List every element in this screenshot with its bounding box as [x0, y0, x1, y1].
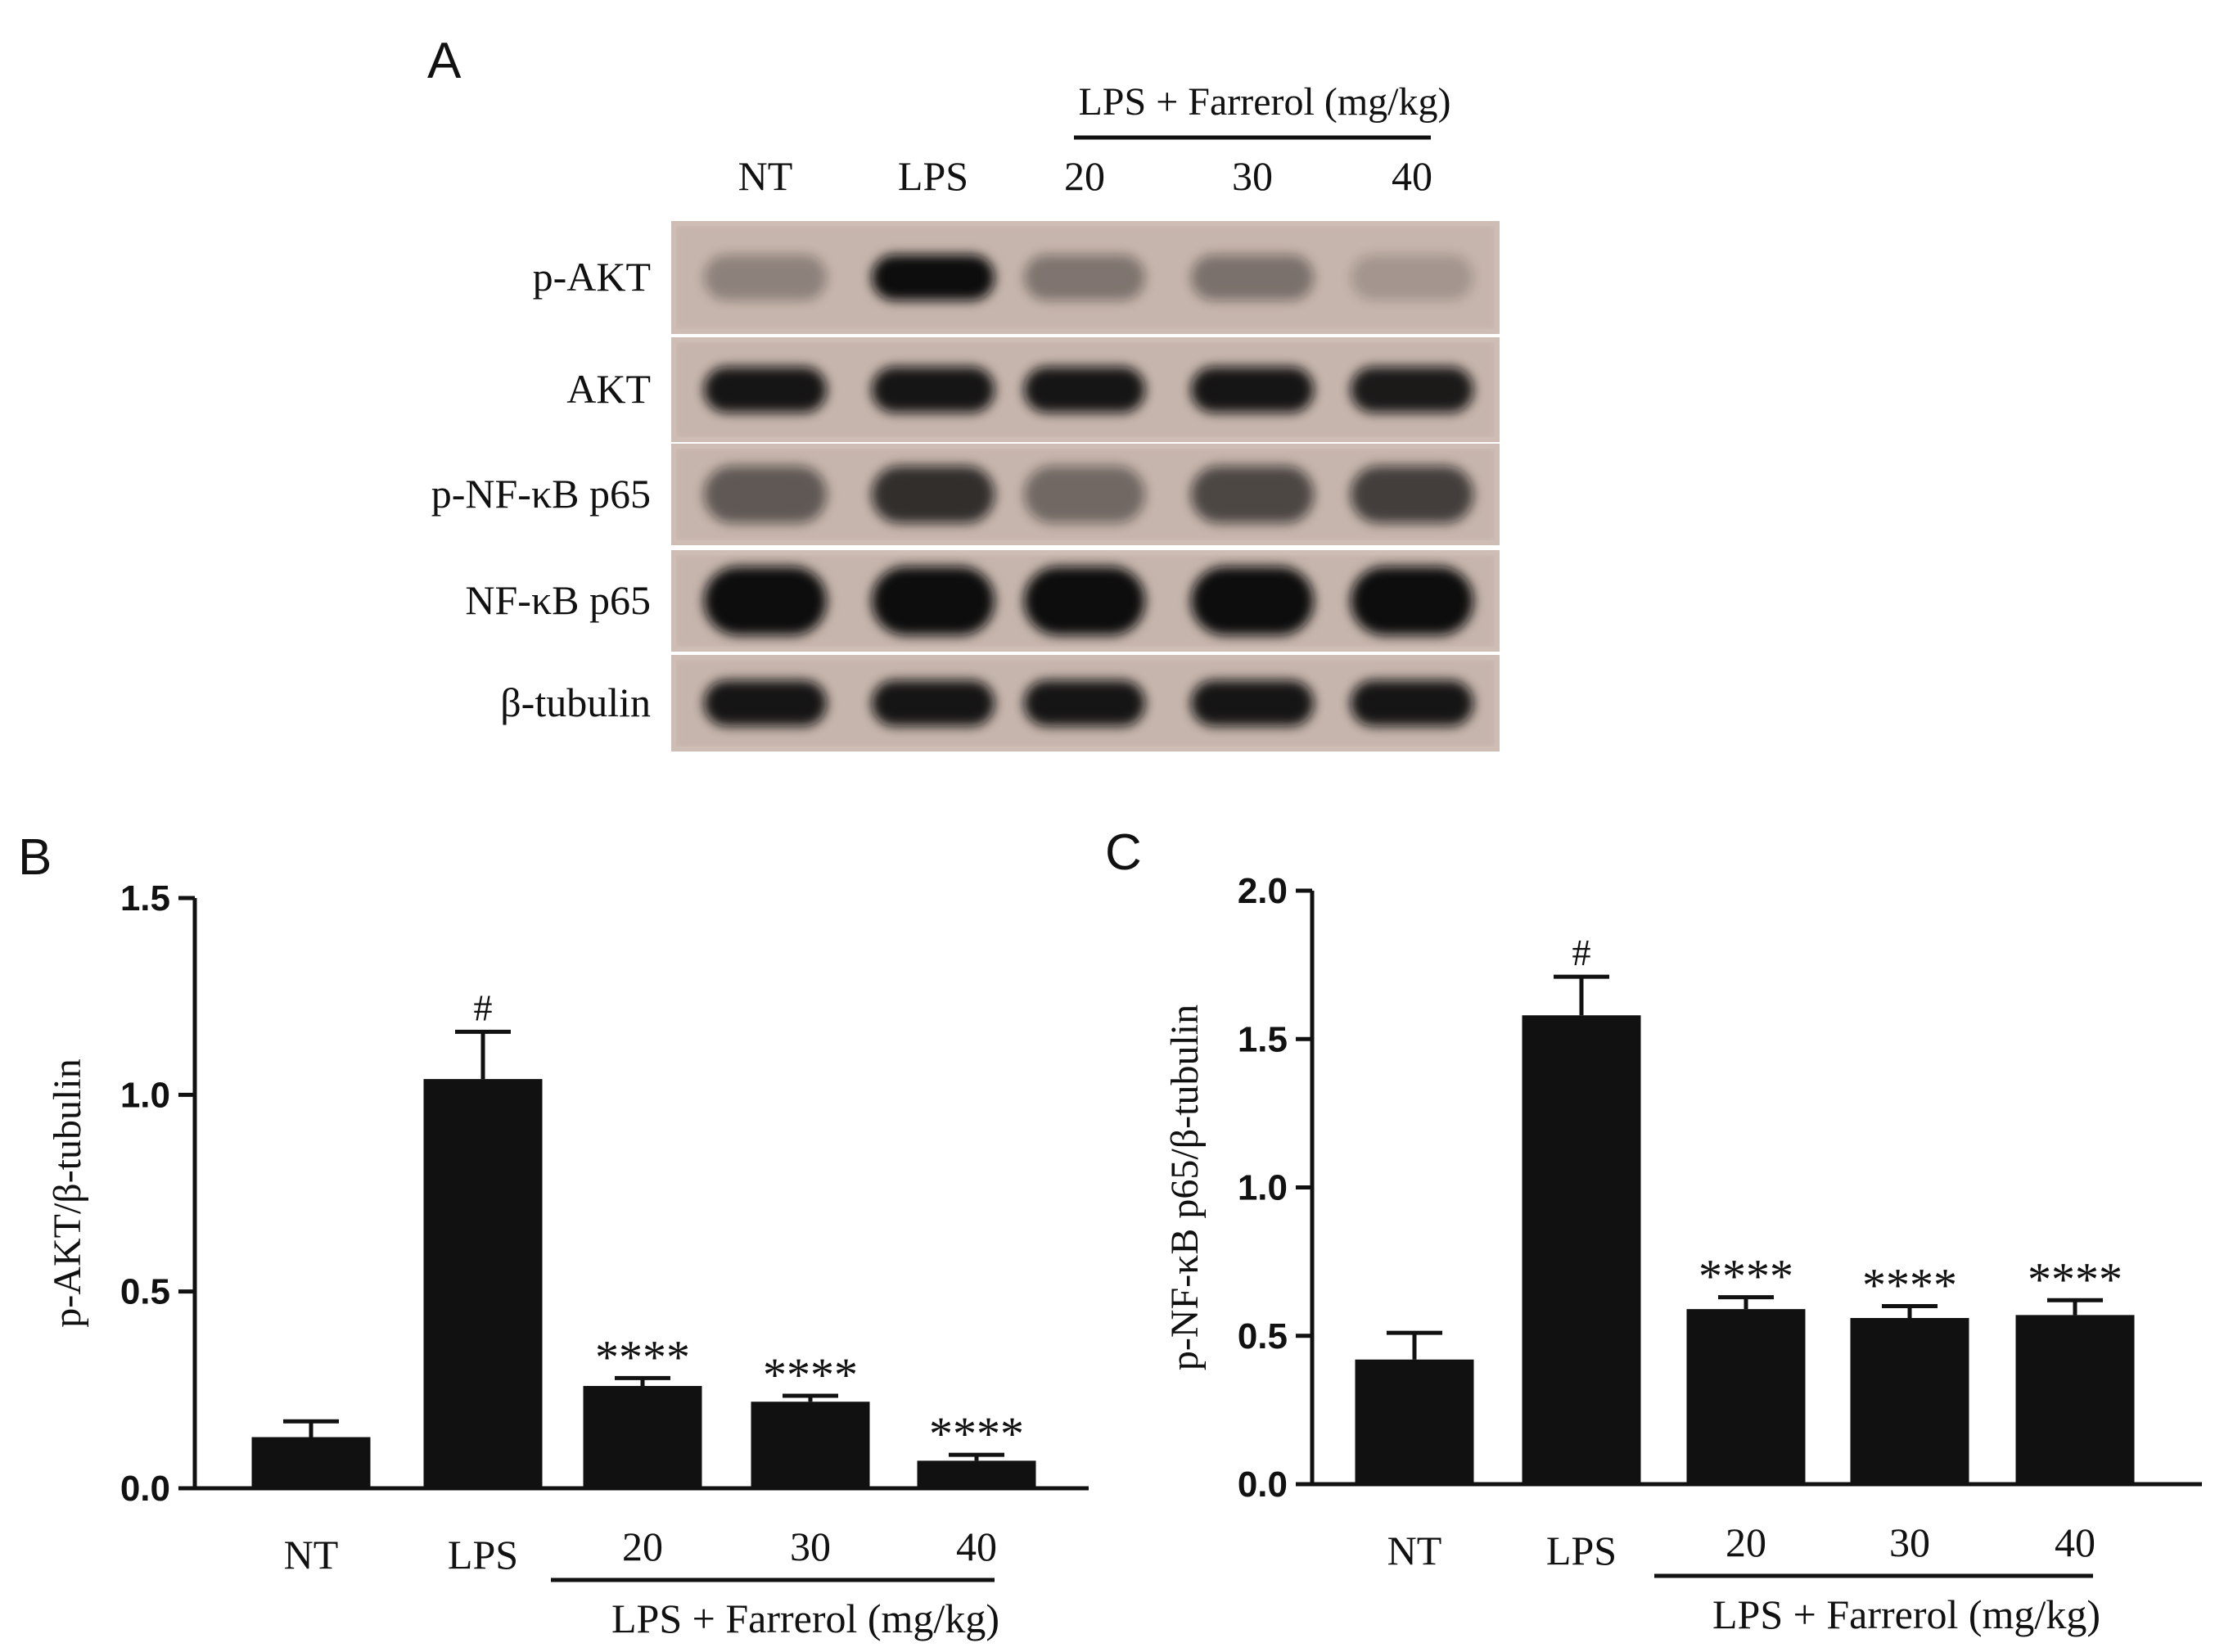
x-category-label: 30	[790, 1523, 831, 1569]
blot-band	[1191, 255, 1314, 300]
panel-a-letter: A	[427, 33, 462, 89]
blot-row: NF-κB p65	[465, 550, 1500, 652]
significance-label: #	[1572, 932, 1591, 973]
y-axis-label: p-NF-κB p65/β-tubulin	[1163, 1004, 1207, 1370]
x-category-label: 40	[956, 1523, 997, 1569]
group-label: LPS + Farrerol (mg/kg)	[1712, 1591, 2100, 1637]
panel-b-letter: B	[18, 829, 52, 886]
blot-row-label: β-tubulin	[500, 679, 651, 725]
significance-label: ****	[763, 1348, 858, 1401]
blot-band	[704, 680, 827, 726]
blot-band	[1024, 466, 1145, 523]
y-tick-label: 2.0	[1238, 871, 1288, 911]
blot-band	[1024, 680, 1145, 726]
blot-row-label: p-NF-κB p65	[431, 471, 651, 517]
blot-band	[1351, 367, 1473, 413]
blot-band	[1024, 566, 1145, 635]
blot-band	[1351, 466, 1473, 523]
chart-c: 0.0 0.5 1.0 1.5 2.0 p-NF-κB p65/β-tubulin NT # L…	[1163, 871, 2202, 1637]
x-category-label: 40	[2055, 1519, 2095, 1565]
group-label: LPS + Farrerol (mg/kg)	[611, 1596, 999, 1641]
blot-band	[872, 566, 995, 635]
bar	[2015, 1315, 2135, 1484]
blot-band	[872, 255, 995, 300]
blot-lane-label: 20	[1064, 153, 1105, 199]
significance-label: ****	[929, 1407, 1024, 1460]
bar	[751, 1401, 870, 1488]
significance-label: #	[474, 986, 493, 1028]
significance-label: ****	[1698, 1250, 1793, 1303]
blot-lane-label: 30	[1232, 153, 1273, 199]
blot-row: p-NF-κB p65	[431, 444, 1500, 545]
chart-b: 0.0 0.5 1.0 1.5 p-AKT/β-tubulin NT # LPS **** 20 *…	[46, 878, 1089, 1641]
y-tick-label: 1.0	[1238, 1168, 1288, 1208]
blot-band	[1351, 566, 1473, 635]
y-tick-label: 0.0	[1238, 1465, 1288, 1505]
western-blot: LPS + Farrerol (mg/kg) NT LPS 20 30 40 p-AKT…	[431, 80, 1500, 752]
blot-band	[872, 466, 995, 523]
blot-row-label: p-AKT	[533, 254, 651, 300]
blot-band	[1191, 367, 1314, 413]
blot-band	[1191, 680, 1314, 726]
blot-lane-label: 40	[1392, 153, 1432, 199]
bar	[251, 1437, 371, 1488]
blot-band	[704, 255, 827, 300]
y-tick-label: 0.0	[120, 1469, 170, 1509]
blot-band	[1351, 255, 1473, 300]
y-tick-label: 1.5	[120, 878, 170, 919]
significance-label: ****	[1862, 1259, 1957, 1312]
x-category-label: 20	[1726, 1519, 1766, 1565]
y-tick-label: 1.0	[120, 1075, 170, 1115]
blot-lane-label: LPS	[898, 153, 968, 199]
panel-c-letter: C	[1105, 824, 1142, 881]
blot-row: p-AKT	[533, 221, 1500, 334]
bar	[917, 1460, 1036, 1488]
blot-row-label: AKT	[566, 366, 651, 412]
blot-group-header: LPS + Farrerol (mg/kg)	[1078, 80, 1450, 124]
y-tick-label: 1.5	[1238, 1019, 1288, 1059]
blot-band	[872, 680, 995, 726]
blot-row-label: NF-κB p65	[465, 577, 651, 623]
blot-row: AKT	[566, 337, 1500, 442]
blot-band	[704, 466, 827, 523]
blot-band	[704, 367, 827, 413]
x-category-label: LPS	[448, 1532, 518, 1578]
blot-band	[872, 367, 995, 413]
blot-band	[1351, 680, 1473, 726]
bar	[1686, 1309, 1806, 1484]
y-tick-label: 0.5	[1238, 1316, 1288, 1356]
x-category-label: NT	[284, 1532, 339, 1578]
significance-label: ****	[2028, 1253, 2123, 1306]
significance-label: ****	[595, 1330, 690, 1383]
blot-band	[704, 566, 827, 635]
blot-band	[1024, 367, 1145, 413]
blot-lane-label: NT	[738, 153, 793, 199]
blot-row: β-tubulin	[500, 655, 1500, 752]
bar	[583, 1386, 702, 1488]
x-category-label: 20	[622, 1523, 663, 1569]
x-category-label: 30	[1889, 1519, 1930, 1565]
bar	[1355, 1359, 1474, 1484]
y-axis-label: p-AKT/β-tubulin	[46, 1058, 89, 1327]
y-tick-label: 0.5	[120, 1272, 170, 1312]
bar	[1522, 1015, 1641, 1484]
x-category-label: LPS	[1546, 1528, 1617, 1573]
bar	[1850, 1318, 1969, 1484]
blot-band	[1024, 255, 1145, 300]
blot-band	[1191, 566, 1314, 635]
x-category-label: NT	[1387, 1528, 1442, 1573]
bar	[423, 1079, 543, 1488]
blot-band	[1191, 466, 1314, 523]
